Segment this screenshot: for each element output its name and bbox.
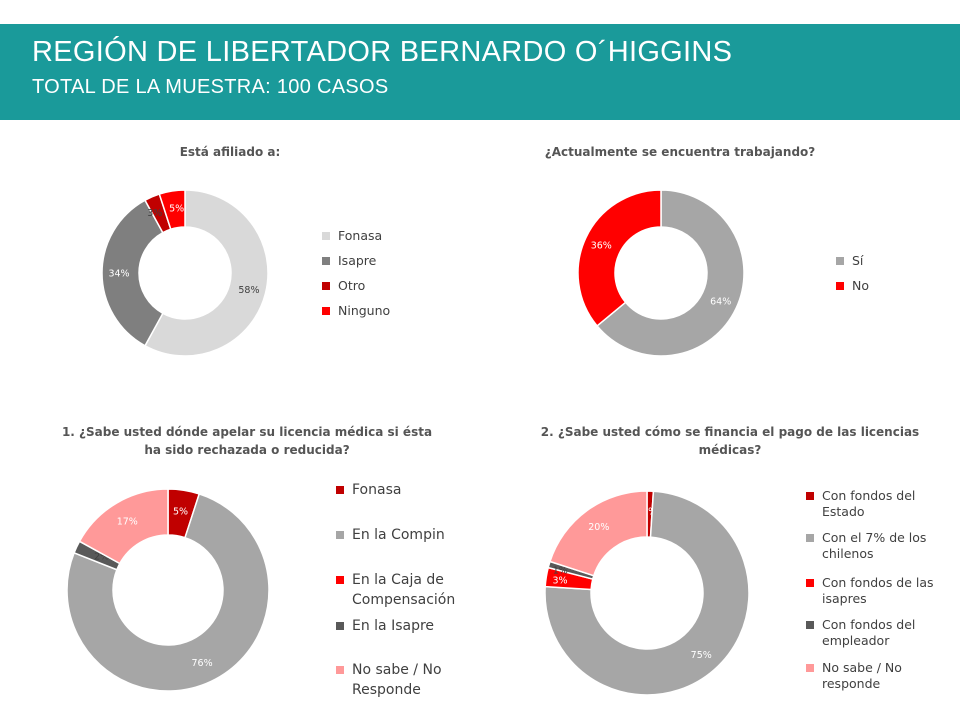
legend-swatch (336, 486, 344, 494)
legend-item-si: Sí (836, 253, 916, 269)
legend-item-isapre: Isapre (322, 253, 472, 269)
legend-swatch (806, 621, 814, 629)
data-label: 58% (238, 285, 259, 296)
data-label: 3% (147, 208, 162, 219)
page-subtitle: TOTAL DE LA MUESTRA: 100 CASOS (32, 76, 389, 98)
data-label: 3% (552, 576, 567, 587)
legend-label: Fonasa (352, 482, 402, 498)
chart-title: Está afiliado a: (179, 145, 281, 159)
page-title: REGIÓN DE LIBERTADOR BERNARDO O´HIGGINS (32, 36, 733, 68)
legend-swatch (322, 307, 330, 315)
legend-label: En la Isapre (352, 618, 435, 634)
legend-swatch (806, 664, 814, 672)
donut-chart-appeal: 5% 76% 2% 17% (66, 488, 270, 692)
legend-swatch (336, 666, 344, 674)
data-label: 17% (117, 517, 138, 528)
legend-swatch (336, 531, 344, 539)
slice-no-sabe-no-responde (78, 488, 169, 565)
slice-con-el-7-de-los-chilenos (544, 490, 750, 696)
chart-legend: Sí No (836, 253, 916, 303)
legend-label: No sabe / No responde (822, 660, 902, 691)
legend-item-empleador: Con fondos del empleador (806, 617, 960, 649)
legend-item-fonasa: Fonasa (322, 228, 472, 244)
chart-title: 2. ¿Sabe usted cómo se financia el pago … (540, 425, 920, 457)
data-label: 20% (588, 522, 609, 533)
legend-swatch (836, 282, 844, 290)
slice-ninguno (158, 189, 186, 231)
legend-item-ninguno: Ninguno (322, 303, 472, 319)
legend-label: Con el 7% de los chilenos (822, 530, 927, 561)
legend-item-isapre: En la Isapre (336, 616, 434, 636)
legend-label: Isapre (338, 253, 377, 268)
slice-no (577, 189, 662, 327)
data-label: 2% (94, 551, 109, 562)
data-label: 5% (169, 203, 184, 214)
legend-swatch (836, 257, 844, 265)
legend-label: En la Compin (352, 527, 445, 543)
legend-item-7-porciento: Con el 7% de los chilenos (806, 530, 960, 562)
data-label: 64% (710, 297, 731, 308)
legend-item-no: No (836, 278, 916, 294)
legend-label: No sabe / No Responde (352, 662, 442, 698)
legend-swatch (322, 282, 330, 290)
slice-no-sabe-no-responde (549, 490, 648, 577)
legend-item-fonasa: Fonasa (336, 480, 401, 500)
legend-label: Con fondos del empleador (822, 617, 916, 648)
legend-swatch (806, 579, 814, 587)
legend-item-no-sabe: No sabe / No Responde (336, 660, 462, 700)
slice-en-la-compin (66, 492, 270, 692)
chart-legend: Fonasa Isapre Otro Ninguno (322, 228, 472, 328)
legend-swatch (336, 576, 344, 584)
legend-label: Con fondos de las isapres (822, 575, 934, 606)
legend-swatch (322, 257, 330, 265)
data-label: 36% (591, 240, 612, 251)
legend-item-isapres: Con fondos de las isapres (806, 575, 960, 607)
legend-swatch (322, 232, 330, 240)
slice-s- (595, 189, 745, 357)
donut-chart-working: 64% 36% (577, 189, 745, 357)
data-label: 1% (553, 566, 568, 577)
slice-fonasa (143, 189, 269, 357)
legend-swatch (806, 492, 814, 500)
donut-chart-affiliation: 58% 34% 3% 5% (101, 189, 269, 357)
legend-item-estado: Con fondos del Estado (806, 488, 947, 520)
legend-label: Fonasa (338, 228, 383, 243)
data-label: 34% (108, 269, 129, 280)
legend-label: Con fondos del Estado (822, 488, 916, 519)
legend-swatch (336, 622, 344, 630)
legend-swatch (806, 534, 814, 542)
data-label: 5% (173, 506, 188, 517)
legend-label: No (852, 278, 869, 293)
legend-label: Sí (852, 253, 864, 268)
chart-title: 1. ¿Sabe usted dónde apelar su licencia … (61, 425, 433, 457)
legend-item-otro: Otro (322, 278, 472, 294)
data-label: 75% (691, 650, 712, 661)
legend-item-compin: En la Compin (336, 525, 445, 545)
legend-item-caja: En la Caja de Compensación (336, 570, 487, 610)
legend-label: Ninguno (338, 303, 391, 318)
data-label: 76% (191, 658, 212, 669)
slice-isapre (101, 199, 164, 347)
chart-title: ¿Actualmente se encuentra trabajando? (544, 145, 816, 159)
legend-label: Otro (338, 278, 366, 293)
legend-item-no-sabe: No sabe / No responde (806, 660, 942, 692)
data-label: 1% (642, 507, 657, 518)
header-banner: REGIÓN DE LIBERTADOR BERNARDO O´HIGGINS … (0, 24, 960, 120)
legend-label: En la Caja de Compensación (352, 572, 456, 608)
donut-chart-financing: 1%75%3%1%20% (544, 490, 750, 696)
